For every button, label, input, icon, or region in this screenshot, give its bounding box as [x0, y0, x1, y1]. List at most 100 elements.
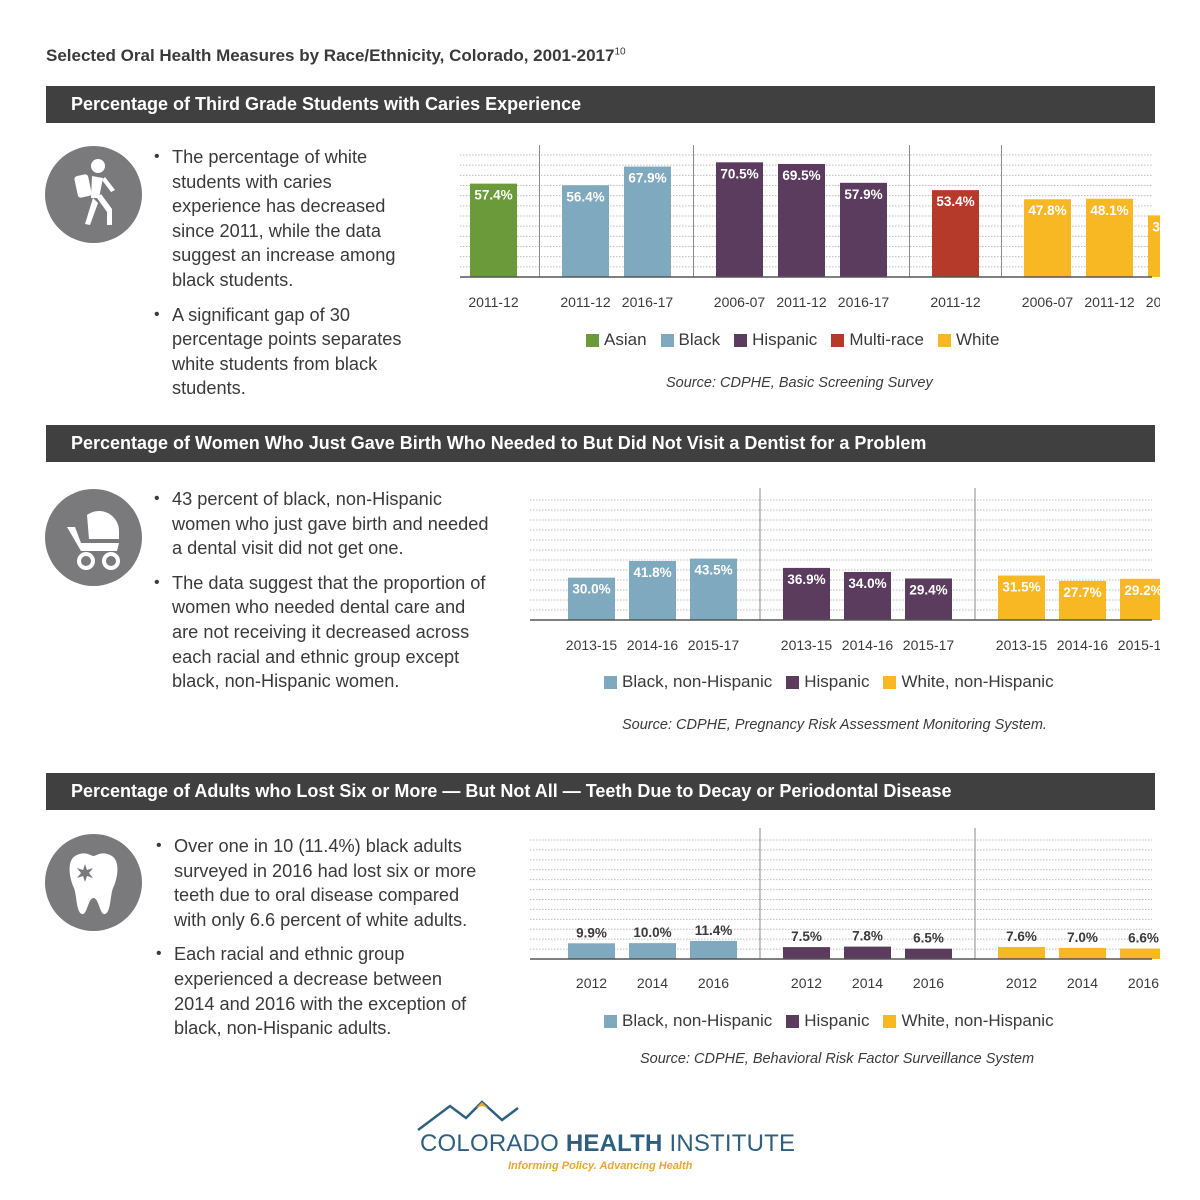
tooth-source: Source: CDPHE, Behavioral Risk Factor Su… [640, 1051, 1035, 1067]
data-label: 41.8% [633, 565, 671, 580]
legend-label: Asian [604, 330, 647, 349]
data-label: 70.5% [720, 166, 758, 181]
legend-label: White, non-Hispanic [901, 1011, 1054, 1030]
tick-label: 2016 [1128, 975, 1159, 991]
data-label: 56.4% [566, 189, 604, 204]
tick-label: 2012 [1006, 975, 1037, 991]
legend-item: Hispanic [786, 672, 869, 692]
legend-label: Multi-race [849, 330, 924, 349]
legend-label: Black, non-Hispanic [622, 672, 773, 691]
data-label: 53.4% [936, 194, 974, 209]
legend-label: Hispanic [752, 330, 818, 349]
bar [1059, 947, 1106, 959]
tick-label: 2015-17 [903, 637, 955, 653]
tick-label: 2011-12 [776, 294, 827, 310]
data-label: 67.9% [628, 171, 666, 186]
legend-label: Hispanic [804, 672, 870, 691]
tick-label: 2016-17 [622, 294, 674, 310]
legend-label: Black [678, 330, 721, 349]
bar [998, 575, 1045, 620]
bar [1086, 198, 1133, 277]
tick-label: 2012 [576, 975, 607, 991]
dentist-bullets: 43 percent of black, non-Hispanic women … [150, 487, 490, 704]
bar [783, 947, 830, 959]
legend-item: Black, non-Hispanic [604, 672, 772, 692]
bar [629, 943, 676, 959]
data-label: 27.7% [1063, 585, 1101, 600]
data-label: 7.0% [1067, 930, 1098, 945]
caries-chart: 57.4% 2011-12 56.4% 2011-12 67.9% 2016-17 70.5… [460, 145, 1160, 310]
bar [690, 558, 737, 620]
tick-label: 2016-17 [1146, 294, 1160, 310]
hiker-icon [45, 146, 142, 243]
bar [932, 190, 979, 277]
legend-swatch [831, 333, 845, 347]
data-label: 69.5% [782, 168, 820, 183]
tick-label: 2014-16 [627, 637, 679, 653]
tooth-chart: 9.9% 2012 10.0% 2014 11.4% 2016 7.5% 2012 7.8% 20… [530, 828, 1160, 991]
mountain-logo-icon [417, 1100, 519, 1131]
bar [562, 185, 609, 277]
tooth-legend: Black, non-Hispanic Hispanic White, non-Hi… [604, 1011, 1054, 1031]
tick-label: 2011-12 [468, 294, 519, 310]
legend-swatch [604, 1014, 617, 1028]
legend-item: Hispanic [786, 1011, 869, 1031]
bar [690, 940, 737, 959]
data-label: 48.1% [1090, 203, 1128, 218]
tick-label: 2014-16 [842, 637, 894, 653]
dentist-legend: Black, non-Hispanic Hispanic White, non-Hi… [604, 672, 1054, 692]
chi-logo: COLORADO HEALTH INSTITUTE Informing Poli… [410, 1096, 795, 1176]
bar [998, 946, 1045, 959]
bar [624, 166, 671, 277]
legend-item: Black [660, 330, 721, 350]
bar [629, 560, 676, 620]
tick-label: 2014 [637, 975, 668, 991]
tick-label: 2013-15 [996, 637, 1048, 653]
tick-label: 2011-12 [560, 294, 611, 310]
tick-label: 2015-17 [688, 637, 740, 653]
legend-label: Black, non-Hispanic [622, 1011, 773, 1030]
data-label: 6.6% [1128, 931, 1159, 946]
legend-item: Hispanic [734, 330, 817, 350]
legend-swatch [660, 333, 674, 347]
data-label: 31.5% [1002, 580, 1040, 595]
legend-item: White [937, 330, 1000, 350]
bar [840, 182, 887, 277]
tick-label: 2014 [1067, 975, 1098, 991]
legend-item: White, non-Hispanic [883, 1011, 1054, 1031]
bar [1120, 948, 1160, 959]
tick-label: 2015-17 [1118, 637, 1160, 653]
data-label: 37.9% [1152, 219, 1160, 234]
legend-swatch [883, 1014, 897, 1028]
data-label: 9.9% [576, 925, 607, 940]
data-label: 47.8% [1028, 203, 1066, 218]
data-label: 11.4% [695, 923, 733, 938]
data-label: 29.2% [1124, 583, 1160, 598]
data-label: 57.4% [474, 188, 512, 203]
title-footnote: 10 [614, 46, 626, 58]
bar [568, 577, 615, 620]
tick-label: 2011-12 [1084, 294, 1135, 310]
data-label: 34.0% [848, 576, 886, 591]
data-label: 29.4% [909, 582, 947, 597]
bar [905, 578, 952, 620]
dentist-bullet-1: 43 percent of black, non-Hispanic women … [150, 487, 490, 561]
dentist-chart: 30.0% 2013-15 41.8% 2014-16 43.5% 2015-17 36.9… [530, 488, 1160, 653]
legend-label: White [955, 330, 1000, 349]
bar [844, 946, 891, 959]
legend-swatch [786, 675, 800, 689]
bar [470, 183, 517, 277]
tick-label: 2014-16 [1057, 637, 1109, 653]
bar [716, 162, 763, 277]
caries-bullet-2: A significant gap of 30 percentage point… [150, 303, 420, 401]
legend-item: Asian [586, 330, 647, 350]
tick-label: 2012 [791, 975, 822, 991]
tick-label: 2006-07 [714, 294, 766, 310]
data-label: 43.5% [694, 563, 732, 578]
bar [1059, 580, 1106, 620]
page-title: Selected Oral Health Measures by Race/Et… [46, 46, 626, 65]
section-header-tooth-loss: Percentage of Adults who Lost Six or Mor… [46, 773, 1155, 810]
logo-tagline: Informing Policy. Advancing Health [508, 1160, 693, 1172]
tick-label: 2016 [698, 975, 729, 991]
tick-label: 2011-12 [930, 294, 981, 310]
